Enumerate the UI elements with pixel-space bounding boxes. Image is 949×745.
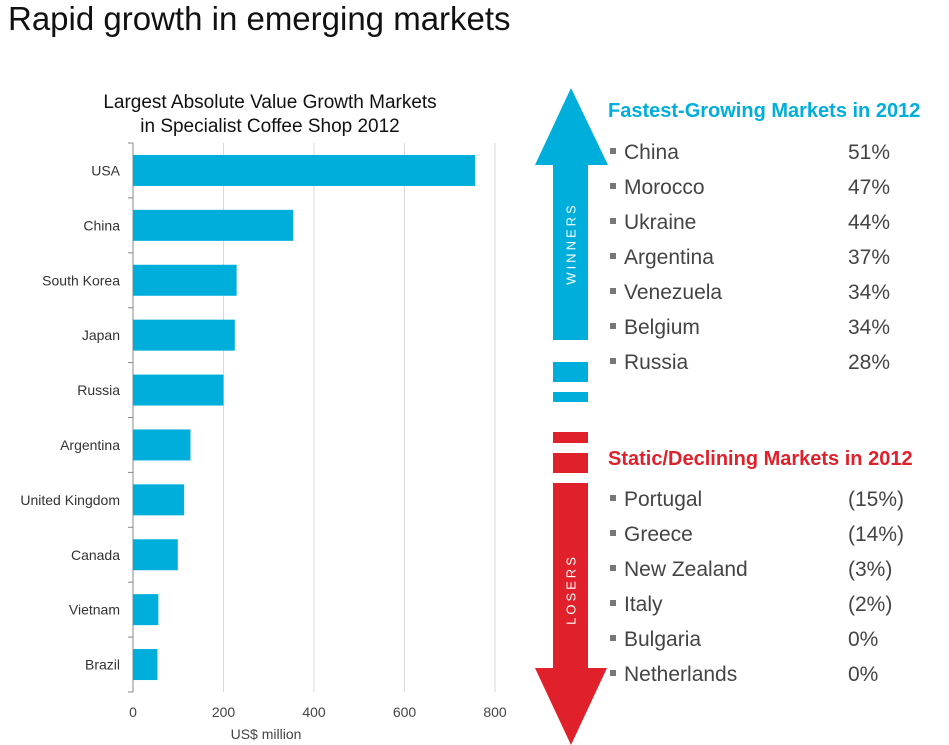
market-growth: (15%) [848,488,905,511]
category-label: China [83,217,120,233]
x-tick-label: 200 [212,704,236,720]
bar-brazil [133,649,158,681]
category-label: United Kingdom [20,492,120,508]
losers-label: LOSERS [563,554,579,625]
bar-canada [133,539,178,571]
bullet-icon [610,600,616,607]
category-label: South Korea [42,272,120,288]
bullet-icon [610,148,616,155]
bullet-icon [610,565,616,572]
category-label: Canada [71,547,120,563]
chart-title: Largest Absolute Value Growth Markets in… [60,91,480,139]
market-growth: 37% [848,246,891,269]
market-name: Morocco [624,176,705,199]
market-name: Russia [624,351,689,374]
chart-title-line-2: in Specialist Coffee Shop 2012 [140,116,400,137]
category-label: Argentina [60,437,120,453]
category-label: Russia [77,382,120,398]
category-label: USA [91,162,120,178]
market-growth: 34% [848,281,891,304]
bar-japan [133,319,235,351]
category-label: Japan [82,327,120,343]
category-label: Vietnam [69,602,120,618]
market-name: Argentina [624,246,714,269]
winners-dash [553,362,588,382]
bar-usa [133,154,476,186]
market-name: Venezuela [624,281,723,304]
bullet-icon [610,183,616,190]
market-name: New Zealand [624,558,748,581]
winners-list-item: Morocco 47% [608,170,938,205]
x-tick-label: 800 [483,704,507,720]
market-growth: (3%) [848,558,893,581]
winners-dash [553,392,588,402]
bar-chart: 0 200 400 600 800 USA China South Korea Japan Rus… [20,142,507,742]
losers-list-item: New Zealand (3%) [608,552,938,587]
winners-list-item: Venezuela 34% [608,275,938,310]
market-growth: 44% [848,211,891,234]
bullet-icon [610,358,616,365]
market-growth: 0% [848,663,879,686]
market-growth: 34% [848,316,891,339]
bar-russia [133,374,224,406]
market-growth: 28% [848,351,891,374]
bullet-icon [610,495,616,502]
market-name: Italy [624,593,663,616]
x-tick-label: 0 [129,704,137,720]
x-tick-label: 600 [393,704,417,720]
market-growth: (2%) [848,593,893,616]
winners-arrow-up [535,88,608,340]
market-growth: 51% [848,141,891,164]
market-name: Portugal [624,488,703,511]
market-growth: 0% [848,628,879,651]
market-name: Bulgaria [624,628,702,651]
market-name: Netherlands [624,663,738,686]
x-axis-label: US$ million [231,726,302,742]
market-growth: 47% [848,176,891,199]
losers-dash [553,432,588,443]
x-tick-label: 400 [302,704,326,720]
market-name: Greece [624,523,693,546]
bar-united-kingdom [133,484,185,516]
losers-list: Portugal (15%) Greece (14%) New Zealand (3%) I… [608,482,938,692]
bar-vietnam [133,594,159,626]
losers-list-item: Portugal (15%) [608,482,938,517]
market-growth: (14%) [848,523,905,546]
bar-argentina [133,429,191,461]
market-name: China [624,141,679,164]
slide-title: Rapid growth in emerging markets [8,0,511,37]
winners-list-item: China 51% [608,135,938,170]
losers-list-item: Netherlands 0% [608,657,938,692]
market-name: Ukraine [624,211,697,234]
bar-south-korea [133,264,237,296]
bullet-icon [610,635,616,642]
winners-list-item: Belgium 34% [608,310,938,345]
losers-dash [553,453,588,473]
losers-list-item: Greece (14%) [608,517,938,552]
bullet-icon [610,253,616,260]
losers-list-item: Italy (2%) [608,587,938,622]
bullet-icon [610,530,616,537]
bullet-icon [610,670,616,677]
winners-title: Fastest-Growing Markets in 2012 [608,100,921,122]
winners-label: WINNERS [563,202,579,285]
winners-list: China 51% Morocco 47% Ukraine 44% Argentina 37%… [608,135,938,380]
bullet-icon [610,218,616,225]
bullet-icon [610,323,616,330]
losers-arrow-down [535,483,607,745]
category-label: Brazil [85,657,120,673]
losers-list-item: Bulgaria 0% [608,622,938,657]
winners-list-item: Ukraine 44% [608,205,938,240]
losers-title: Static/Declining Markets in 2012 [608,448,913,470]
bar-china [133,209,294,241]
winners-list-item: Argentina 37% [608,240,938,275]
bullet-icon [610,288,616,295]
winners-list-item: Russia 28% [608,345,938,380]
chart-title-line-1: Largest Absolute Value Growth Markets [103,92,437,113]
market-name: Belgium [624,316,700,339]
